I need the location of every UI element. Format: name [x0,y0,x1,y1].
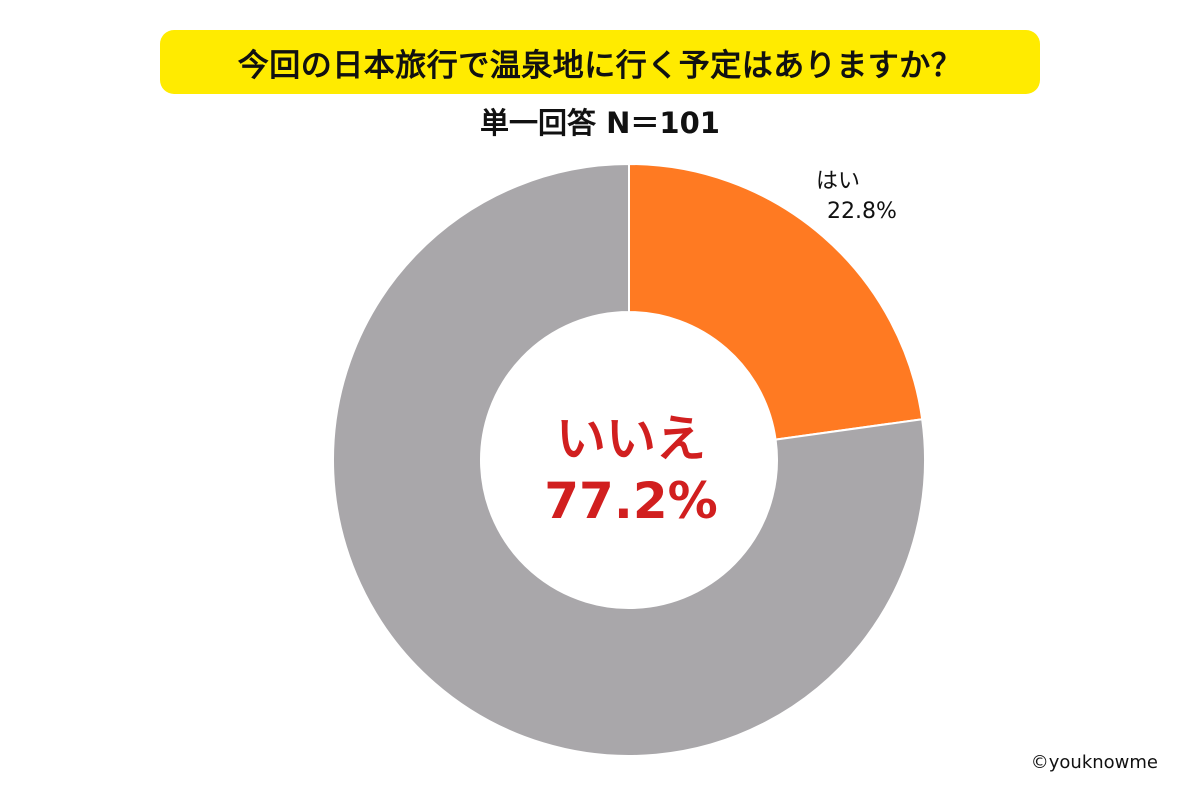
slice-label-no: いいえ [556,410,706,468]
chart-subtitle: 単一回答 N＝101 [480,106,720,140]
slice-label-yes: はい [816,169,860,194]
title-banner: 今回の日本旅行で温泉地に行く予定はありますか？ [160,30,1040,94]
chart-title: 今回の日本旅行で温泉地に行く予定はありますか？ [237,47,963,84]
donut-slice-yes [628,162,924,441]
slice-value-yes: 22.8% [827,199,897,224]
donut-slice-no [332,162,926,757]
credit-text: ©youknowme [1030,752,1158,773]
slice-value-no: 77.2% [544,472,717,530]
